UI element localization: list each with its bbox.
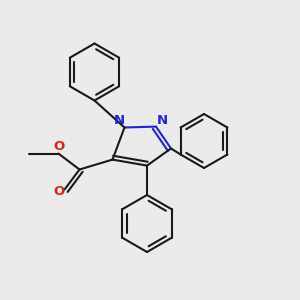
- Text: O: O: [53, 184, 65, 198]
- Text: N: N: [113, 114, 125, 128]
- Text: O: O: [53, 140, 64, 154]
- Text: N: N: [156, 113, 168, 127]
